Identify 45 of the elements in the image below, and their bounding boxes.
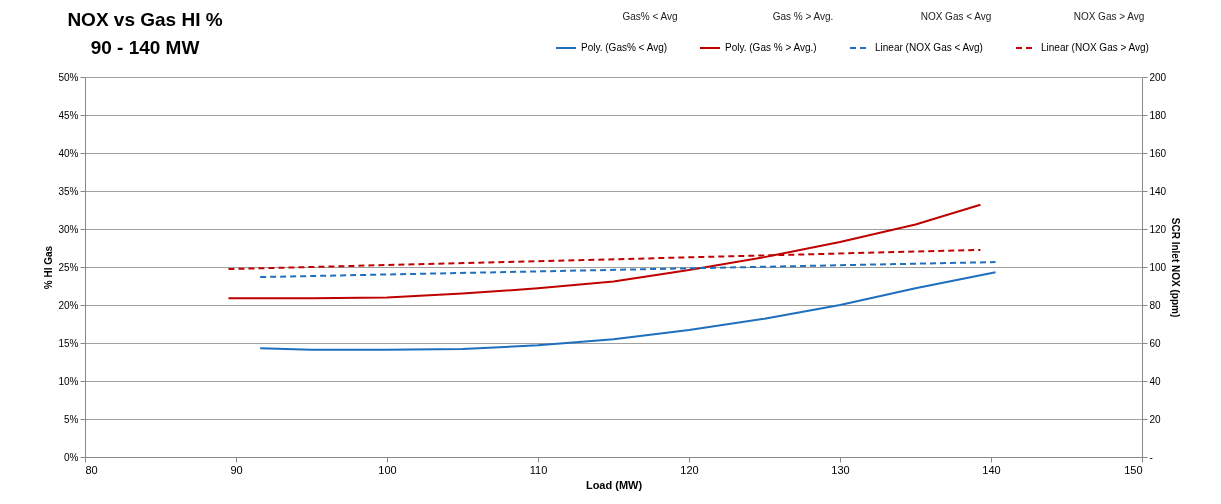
line-series [259, 271, 997, 351]
y-tick-label: 10% [58, 375, 79, 387]
y-tick-label: 30% [58, 223, 79, 235]
x-tick-label: 110 [529, 463, 548, 476]
y2-tick-label: 80 [1149, 299, 1162, 311]
y-tick-label: 40% [58, 147, 79, 159]
y-axis-title: % HI Gas [43, 245, 55, 290]
y2-tick-label: - [1149, 451, 1153, 463]
x-tick-label: 120 [680, 463, 699, 476]
y-tick-label: 20% [58, 299, 79, 311]
legend-label: Poly. (Gas % > Avg.) [725, 42, 817, 53]
y2-tick-label: 180 [1149, 109, 1167, 121]
y2-tick-label: 120 [1149, 223, 1167, 235]
x-tick-label: 80 [85, 463, 98, 476]
y2-tick-label: 200 [1149, 71, 1167, 83]
y2-tick-label: 40 [1149, 375, 1162, 387]
chart-title: NOX vs Gas HI % [67, 9, 223, 30]
x-tick-label: 130 [831, 463, 850, 476]
y2-tick-label: 140 [1149, 185, 1167, 197]
y-tick-label: 35% [58, 185, 79, 197]
legend-label: Linear (NOX Gas < Avg) [875, 42, 983, 53]
x-tick-label: 100 [378, 463, 397, 476]
y-tick-label: 50% [58, 71, 79, 83]
x-tick-label: 140 [982, 463, 1001, 476]
y2-tick-label: 100 [1149, 261, 1167, 273]
y-tick-label: 15% [58, 337, 79, 349]
y2-tick-label: 160 [1149, 147, 1167, 159]
y-tick-label: 0% [64, 451, 79, 463]
line-series [227, 203, 982, 300]
y2-tick-label: 20 [1149, 413, 1162, 425]
y2-axis-title: SCR Inlet NOX (ppm) [1170, 217, 1182, 318]
legend-label: Poly. (Gas% < Avg) [581, 42, 668, 53]
text: NOX Gas < Avg [920, 11, 992, 22]
text: Gas% < Avg [622, 11, 678, 22]
x-axis-title: Load (MW) [585, 478, 643, 491]
text: Gas % > Avg. [772, 11, 834, 22]
chart-subtitle: 90 - 140 MW [90, 37, 200, 58]
y-tick-label: 5% [64, 413, 79, 425]
y2-tick-label: 60 [1149, 337, 1162, 349]
text: NOX Gas > Avg [1073, 11, 1145, 22]
x-tick-label: 150 [1124, 463, 1143, 476]
legend-label: Linear (NOX Gas > Avg) [1041, 42, 1149, 53]
y-tick-label: 45% [58, 109, 79, 121]
y-tick-label: 25% [58, 261, 79, 273]
x-tick-label: 90 [230, 463, 243, 476]
